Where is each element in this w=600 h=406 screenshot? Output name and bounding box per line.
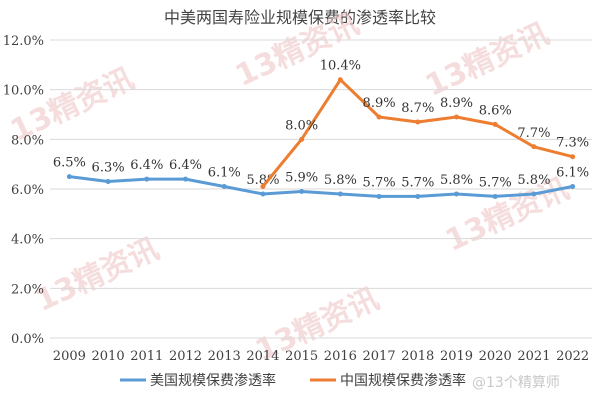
data-label: 7.7% — [517, 126, 550, 141]
credit-text: @13个精算师 — [472, 375, 560, 391]
legend-label: 中国规模保费渗透率 — [340, 372, 466, 389]
data-point — [570, 184, 576, 190]
data-point — [299, 188, 305, 194]
y-tick-label: 6.0% — [11, 183, 44, 198]
x-tick-label: 2011 — [130, 349, 163, 364]
data-point — [415, 119, 421, 125]
data-point — [570, 154, 576, 160]
data-point — [454, 191, 459, 197]
data-point — [337, 191, 343, 197]
data-label: 6.4% — [130, 158, 163, 173]
x-tick-label: 2015 — [285, 349, 318, 364]
data-label: 5.8% — [324, 173, 357, 188]
y-tick-label: 4.0% — [11, 233, 44, 248]
data-point — [221, 184, 227, 190]
data-label: 5.7% — [401, 175, 434, 190]
data-point — [260, 191, 266, 197]
data-label: 6.4% — [169, 158, 202, 173]
y-tick-label: 2.0% — [11, 282, 44, 297]
chart-title: 中美两国寿险业规模保费的渗透率比较 — [163, 8, 436, 27]
y-tick-label: 10.0% — [3, 84, 44, 99]
data-point — [531, 144, 537, 150]
series-line — [67, 175, 575, 198]
data-point — [337, 77, 343, 83]
data-label: 8.7% — [401, 101, 434, 116]
x-tick-label: 2014 — [246, 349, 279, 364]
data-label: 5.7% — [363, 175, 396, 190]
data-label: 6.1% — [556, 166, 589, 181]
data-point — [492, 121, 498, 127]
data-label: 8.9% — [440, 96, 473, 111]
x-tick-label: 2017 — [363, 349, 396, 364]
y-tick-label: 12.0% — [3, 34, 44, 49]
x-tick-label: 2020 — [479, 349, 512, 364]
data-label: 6.5% — [53, 156, 86, 171]
data-point — [454, 114, 459, 120]
x-tick-label: 2016 — [324, 349, 357, 364]
data-label: 5.8% — [517, 173, 550, 188]
data-point — [260, 184, 266, 190]
data-point — [183, 176, 188, 182]
data-label: 8.9% — [363, 96, 396, 111]
data-point — [492, 193, 498, 199]
data-point — [144, 176, 150, 182]
x-tick-label: 2013 — [208, 349, 241, 364]
data-label: 8.6% — [479, 103, 512, 118]
x-tick-label: 2018 — [401, 349, 434, 364]
data-label: 5.9% — [285, 170, 318, 185]
data-point — [105, 179, 111, 185]
data-label: 6.3% — [92, 161, 125, 176]
data-point — [531, 191, 537, 197]
y-tick-label: 0.0% — [11, 332, 44, 347]
x-tick-label: 2009 — [53, 349, 86, 364]
data-point — [415, 193, 421, 199]
x-tick-label: 2021 — [517, 349, 550, 364]
data-point — [376, 193, 382, 199]
data-label: 5.8% — [440, 173, 473, 188]
x-tick-label: 2019 — [440, 349, 473, 364]
y-tick-label: 8.0% — [11, 133, 44, 148]
x-tick-label: 2012 — [169, 349, 202, 364]
x-tick-label: 2022 — [556, 349, 589, 364]
data-label: 5.7% — [479, 175, 512, 190]
data-label: 7.3% — [556, 136, 589, 151]
data-point — [66, 174, 72, 180]
legend-label: 美国规模保费渗透率 — [150, 372, 276, 389]
data-label: 6.1% — [208, 166, 241, 181]
data-label: 10.4% — [320, 59, 361, 74]
x-tick-label: 2010 — [92, 349, 125, 364]
data-point — [299, 136, 305, 142]
data-point — [376, 114, 382, 120]
data-label: 8.0% — [285, 118, 318, 133]
